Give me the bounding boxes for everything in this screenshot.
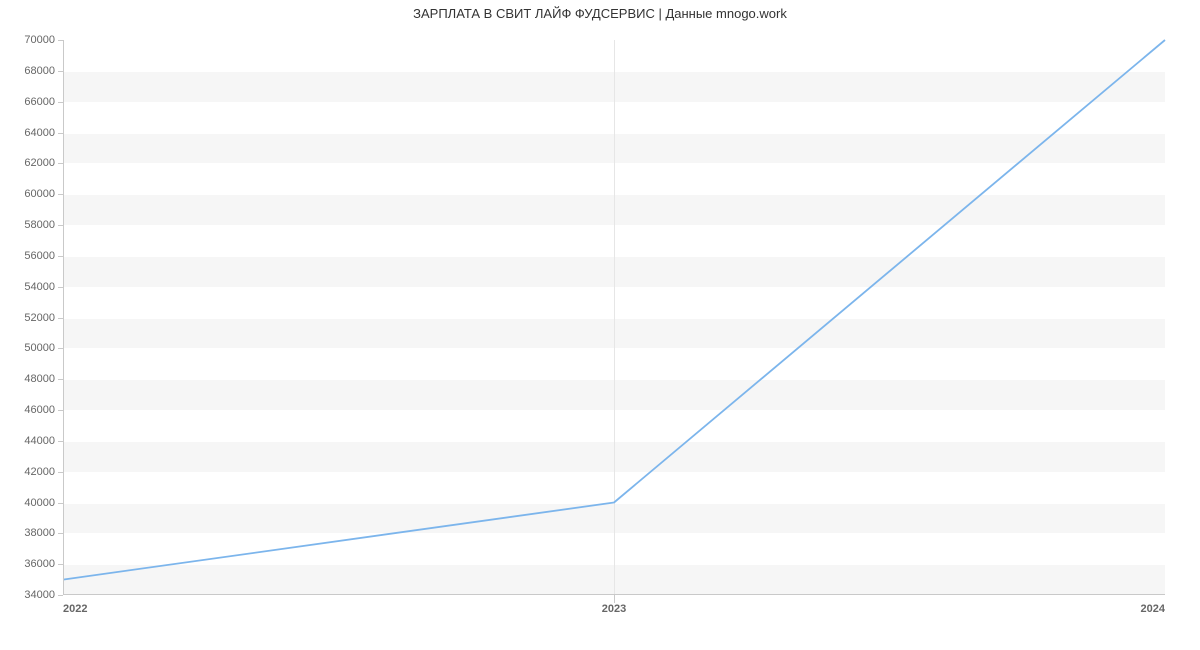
y-tick-label: 66000: [24, 96, 55, 108]
y-tick-mark: [58, 40, 63, 41]
y-tick-label: 54000: [24, 281, 55, 293]
x-tick-label: 2024: [1141, 603, 1165, 615]
y-tick-label: 44000: [24, 435, 55, 447]
y-tick-label: 50000: [24, 342, 55, 354]
y-tick-label: 52000: [24, 312, 55, 324]
y-tick-mark: [58, 503, 63, 504]
y-tick-mark: [58, 410, 63, 411]
y-tick-label: 56000: [24, 250, 55, 262]
y-tick-mark: [58, 595, 63, 596]
y-tick-mark: [58, 163, 63, 164]
y-tick-label: 58000: [24, 219, 55, 231]
plot-area: 3400036000380004000042000440004600048000…: [63, 40, 1165, 595]
chart-title: ЗАРПЛАТА В СВИТ ЛАЙФ ФУДСЕРВИС | Данные …: [0, 6, 1200, 21]
y-tick-mark: [58, 564, 63, 565]
y-tick-label: 68000: [24, 65, 55, 77]
y-tick-mark: [58, 441, 63, 442]
y-tick-label: 40000: [24, 497, 55, 509]
y-tick-label: 38000: [24, 527, 55, 539]
y-tick-label: 60000: [24, 188, 55, 200]
y-tick-mark: [58, 71, 63, 72]
y-tick-label: 48000: [24, 373, 55, 385]
y-tick-mark: [58, 133, 63, 134]
y-tick-mark: [58, 533, 63, 534]
y-tick-mark: [58, 348, 63, 349]
y-tick-mark: [58, 318, 63, 319]
y-tick-mark: [58, 379, 63, 380]
y-tick-label: 62000: [24, 157, 55, 169]
x-tick-mark: [614, 595, 615, 603]
y-tick-label: 70000: [24, 34, 55, 46]
y-tick-label: 46000: [24, 404, 55, 416]
x-tick-label: 2022: [63, 603, 87, 615]
y-tick-mark: [58, 194, 63, 195]
y-tick-mark: [58, 256, 63, 257]
y-tick-label: 64000: [24, 127, 55, 139]
y-tick-label: 42000: [24, 466, 55, 478]
axes-border: [63, 40, 1165, 595]
y-tick-label: 34000: [24, 589, 55, 601]
x-tick-label: 2023: [602, 603, 626, 615]
y-tick-mark: [58, 225, 63, 226]
y-tick-mark: [58, 102, 63, 103]
salary-line-chart: ЗАРПЛАТА В СВИТ ЛАЙФ ФУДСЕРВИС | Данные …: [0, 0, 1200, 650]
y-tick-label: 36000: [24, 558, 55, 570]
y-tick-mark: [58, 287, 63, 288]
y-tick-mark: [58, 472, 63, 473]
